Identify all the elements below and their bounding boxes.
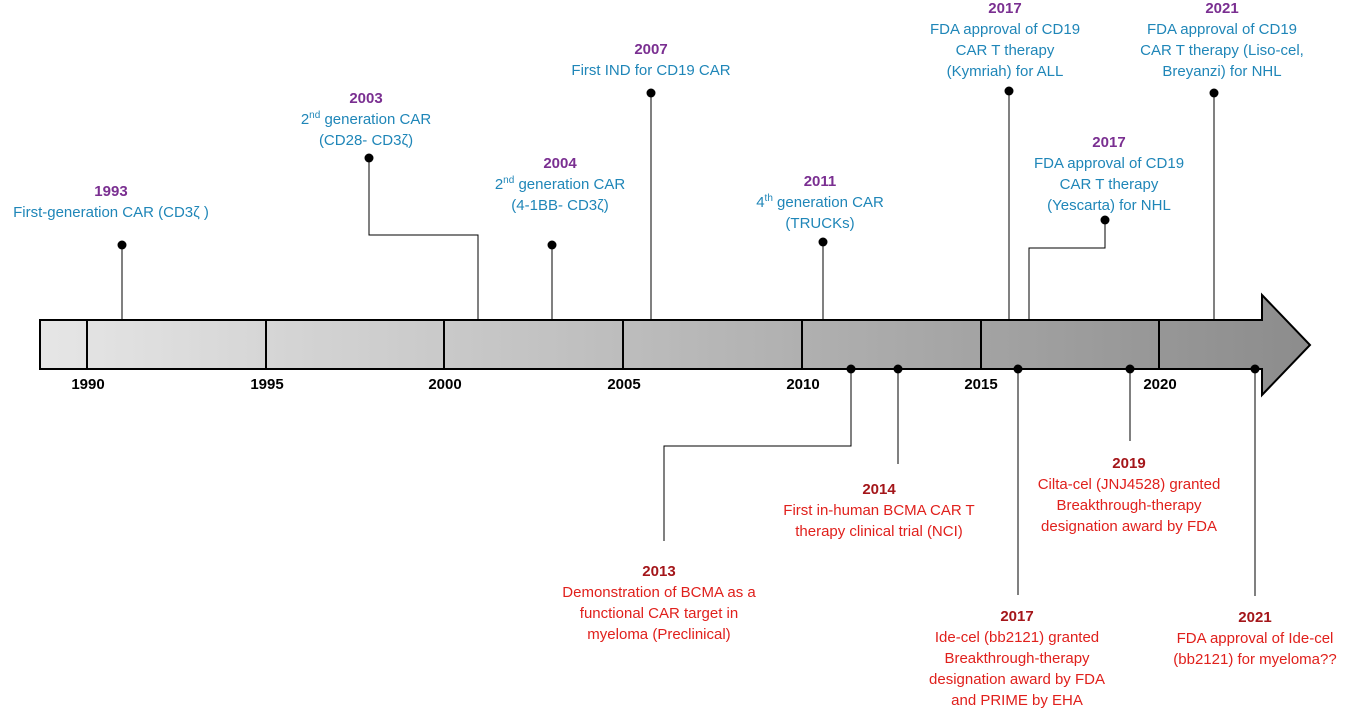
event-text: First in-human BCMA CAR T [783, 502, 975, 519]
event-text: and PRIME by EHA [951, 692, 1083, 709]
event-year: 2007 [634, 41, 668, 58]
event-2011-fourth-generation-car: 2011 4th generation CAR (TRUCKs) [756, 171, 884, 234]
event-text: Ide-cel (bb2121) granted [934, 629, 1100, 646]
event-1993-first-generation-car: 1993 First-generation CAR (CD3ζ ) [13, 181, 209, 223]
event-text: 4th generation CAR [756, 193, 884, 212]
event-text: myeloma (Preclinical) [587, 626, 731, 643]
tick-label-2010: 2010 [786, 376, 820, 393]
event-2017-kymriah-approval: 2017 FDA approval of CD19 CAR T therapy … [930, 0, 1080, 82]
event-year: 2021 [1205, 0, 1239, 17]
event-text: First IND for CD19 CAR [571, 62, 731, 79]
tick-label-2020: 2020 [1143, 376, 1177, 393]
event-year: 2013 [642, 563, 676, 580]
event-text: therapy clinical trial (NCI) [795, 523, 963, 540]
event-text: CAR T therapy (Liso-cel, [1140, 42, 1304, 59]
event-year: 2017 [988, 0, 1022, 17]
event-text: FDA approval of CD19 [929, 21, 1081, 38]
event-text: functional CAR target in [579, 605, 739, 622]
event-text: FDA approval of CD19 [1146, 21, 1298, 38]
connector-lines [117, 86, 1260, 596]
event-text: CAR T therapy [955, 42, 1055, 59]
event-2014-first-in-human-bcma-trial: 2014 First in-human BCMA CAR T therapy c… [783, 479, 974, 542]
event-2004-second-generation-car-41bb: 2004 2nd generation CAR (4-1BB- CD3ζ) [495, 153, 625, 216]
event-year: 2011 [803, 173, 837, 190]
event-text: designation award by FDA [929, 671, 1105, 688]
tick-label-1995: 1995 [250, 376, 284, 393]
connector-dot [1125, 364, 1135, 374]
connector-dot [646, 88, 656, 98]
connector-dot [1004, 86, 1014, 96]
event-text: 2nd generation CAR [300, 110, 432, 129]
event-2017-yescarta-approval: 2017 FDA approval of CD19 CAR T therapy … [1034, 132, 1184, 216]
connector-dot [117, 240, 127, 250]
event-text: Breakthrough-therapy [1056, 497, 1202, 514]
tick-label-1990: 1990 [71, 376, 105, 393]
event-text: Breyanzi) for NHL [1162, 63, 1282, 80]
connector-dot [1100, 215, 1110, 225]
event-2013-bcma-target-demonstration: 2013 Demonstration of BCMA as a function… [562, 561, 755, 645]
event-text: CAR T therapy [1059, 176, 1159, 193]
event-year: 2003 [349, 90, 383, 107]
event-2019-cilta-cel-breakthrough: 2019 Cilta-cel (JNJ4528) granted Breakth… [1038, 453, 1221, 537]
event-text: (Kymriah) for ALL [946, 63, 1064, 80]
event-text: (4-1BB- CD3ζ) [511, 197, 609, 214]
event-text: Demonstration of BCMA as a [562, 584, 756, 601]
event-year: 1993 [94, 183, 128, 200]
event-text: Breakthrough-therapy [944, 650, 1090, 667]
connector-dot [846, 364, 856, 374]
event-text: FDA approval of CD19 [1033, 155, 1185, 172]
event-text: (CD28- CD3ζ) [318, 132, 414, 149]
timeline-arrow [39, 292, 1312, 398]
event-2021-ide-cel-approval: 2021 FDA approval of Ide-cel (bb2121) fo… [1173, 607, 1336, 670]
connector-dot [547, 240, 557, 250]
connector-dot [893, 364, 903, 374]
connector-dot [818, 237, 828, 247]
connector-line [1028, 220, 1106, 320]
event-year: 2021 [1238, 609, 1272, 626]
event-year: 2017 [1092, 134, 1126, 151]
event-year: 2017 [1000, 608, 1034, 625]
event-text: (Yescarta) for NHL [1047, 197, 1171, 214]
event-year: 2014 [862, 481, 896, 498]
event-2021-breyanzi-approval: 2021 FDA approval of CD19 CAR T therapy … [1140, 0, 1304, 82]
connector-dot [1250, 364, 1260, 374]
event-year: 2019 [1112, 455, 1146, 472]
connector-dot [1013, 364, 1023, 374]
event-2003-second-generation-car-cd28: 2003 2nd generation CAR (CD28- CD3ζ) [301, 88, 431, 151]
event-text: (bb2121) for myeloma?? [1173, 651, 1337, 668]
connector-line [368, 158, 479, 320]
tick-label-2015: 2015 [964, 376, 998, 393]
event-2017-ide-cel-breakthrough: 2017 Ide-cel (bb2121) granted Breakthrou… [929, 606, 1105, 711]
event-text: 2nd generation CAR [494, 175, 626, 194]
tick-label-2005: 2005 [607, 376, 641, 393]
event-text: Cilta-cel (JNJ4528) granted [1037, 476, 1221, 493]
event-text: (TRUCKs) [785, 215, 855, 232]
connector-dot [364, 153, 374, 163]
tick-lines [86, 320, 1160, 369]
tick-label-2000: 2000 [428, 376, 462, 393]
event-text: FDA approval of Ide-cel [1176, 630, 1334, 647]
event-text: First-generation CAR (CD3ζ ) [13, 204, 209, 221]
connector-line [663, 369, 852, 541]
connector-dot [1209, 88, 1219, 98]
event-text: designation award by FDA [1041, 518, 1217, 535]
event-2007-first-ind-cd19: 2007 First IND for CD19 CAR [571, 39, 730, 81]
event-year: 2004 [543, 155, 577, 172]
